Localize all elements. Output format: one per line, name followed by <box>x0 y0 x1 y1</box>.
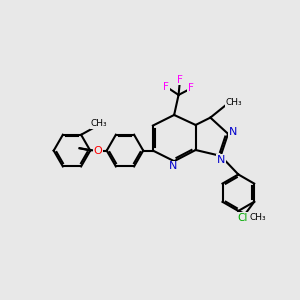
Text: F: F <box>188 83 194 94</box>
Text: CH₃: CH₃ <box>226 98 242 107</box>
Text: F: F <box>177 75 183 85</box>
Text: Cl: Cl <box>238 213 248 223</box>
Text: N: N <box>229 127 238 137</box>
Text: N: N <box>169 161 178 172</box>
Text: O: O <box>94 146 102 156</box>
Text: N: N <box>217 155 225 165</box>
Text: CH₃: CH₃ <box>91 119 107 128</box>
Text: F: F <box>163 82 169 92</box>
Text: CH₃: CH₃ <box>249 213 266 222</box>
